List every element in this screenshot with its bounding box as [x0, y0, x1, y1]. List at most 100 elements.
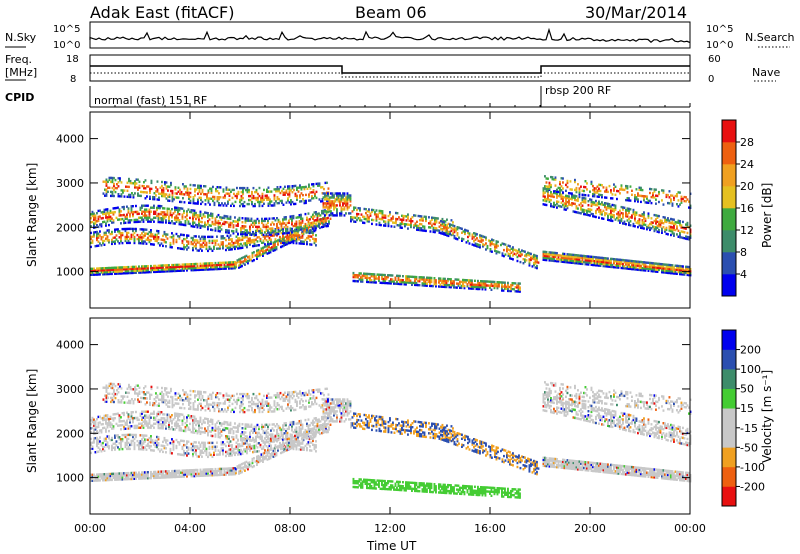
- power-cell: [390, 278, 392, 281]
- power-cell: [394, 278, 397, 281]
- power-cell: [120, 218, 122, 221]
- power-cell: [257, 192, 259, 196]
- power-cell: [634, 264, 636, 267]
- velocity-cell: [193, 470, 196, 474]
- power-cell: [584, 180, 587, 183]
- power-cell: [560, 205, 563, 208]
- power-cell: [408, 279, 410, 282]
- power-cell: [127, 269, 130, 273]
- power-cell: [547, 253, 549, 256]
- velocity-cell: [205, 468, 208, 471]
- power-cell: [577, 197, 579, 200]
- velocity-cell: [228, 467, 230, 470]
- power-cell: [405, 215, 408, 218]
- power-cell: [363, 272, 365, 275]
- power-cell: [300, 221, 302, 225]
- power-cell: [590, 180, 593, 184]
- power-cell: [145, 242, 148, 245]
- power-cell: [580, 262, 582, 265]
- power-cell: [204, 225, 206, 228]
- power-cell: [105, 270, 107, 274]
- power-cell: [565, 198, 567, 201]
- power-cell: [139, 271, 142, 274]
- power-cell: [640, 264, 642, 268]
- velocity-cell: [231, 471, 233, 474]
- power-cell: [339, 200, 341, 203]
- power-cell: [192, 221, 194, 224]
- power-cell: [139, 236, 142, 239]
- power-cell: [646, 201, 648, 204]
- power-cell: [204, 237, 206, 241]
- power-cell: [462, 278, 464, 282]
- power-cell: [584, 197, 587, 200]
- power-cell: [407, 223, 409, 226]
- power-cell: [556, 252, 558, 255]
- power-cell: [556, 200, 558, 203]
- power-cell: [568, 261, 570, 264]
- power-cell: [262, 223, 265, 227]
- velocity-cell: [174, 471, 176, 475]
- power-cell: [634, 217, 636, 220]
- power-cell: [471, 281, 473, 284]
- power-cell: [513, 282, 515, 285]
- power-cell: [458, 236, 460, 239]
- power-cell: [171, 189, 174, 193]
- power-cell: [109, 268, 112, 272]
- power-cell: [181, 263, 184, 266]
- power-cell: [132, 271, 134, 275]
- power-cell: [297, 228, 299, 231]
- power-cell: [486, 244, 489, 248]
- power-cell: [297, 236, 299, 239]
- velocity-cell: [284, 445, 287, 448]
- power-cell: [276, 202, 279, 205]
- power-cell: [598, 258, 600, 261]
- power-cell: [111, 194, 114, 198]
- velocity-cell: [118, 472, 121, 475]
- power-cell: [366, 280, 368, 284]
- power-cell: [249, 227, 251, 230]
- power-cell: [641, 267, 644, 270]
- power-cell: [156, 180, 159, 183]
- power-cell: [309, 239, 311, 242]
- power-cell: [222, 190, 225, 193]
- power-cell: [544, 197, 546, 200]
- power-cell: [167, 185, 169, 188]
- power-cell: [106, 212, 109, 215]
- power-cell: [304, 222, 307, 226]
- power-cell: [339, 198, 341, 201]
- power-cell: [90, 271, 92, 274]
- power-cell: [283, 241, 286, 245]
- power-cell: [100, 267, 103, 270]
- power-cell: [189, 222, 191, 226]
- power-cell: [263, 202, 265, 205]
- power-cell: [519, 288, 521, 291]
- velocity-cell: [147, 471, 149, 474]
- velocity-cell: [204, 474, 206, 477]
- power-cell: [117, 272, 119, 275]
- power-cell: [463, 278, 466, 282]
- power-cell: [343, 194, 346, 197]
- power-cell: [132, 267, 134, 271]
- velocity-cell: [114, 474, 116, 477]
- power-cell: [240, 202, 243, 206]
- power-cell: [571, 196, 573, 199]
- power-cell: [105, 208, 107, 211]
- power-cell: [464, 228, 466, 232]
- power-cell: [292, 241, 295, 245]
- power-cell: [291, 219, 293, 222]
- power-cell: [568, 253, 570, 256]
- power-cell: [218, 198, 220, 201]
- power-cell: [184, 223, 187, 227]
- power-cell: [120, 193, 123, 196]
- power-cell: [141, 236, 143, 239]
- power-cell: [438, 229, 441, 232]
- power-cell: [622, 266, 624, 270]
- velocity-cell: [100, 477, 103, 480]
- power-cell: [616, 264, 618, 267]
- power-cell: [97, 236, 100, 239]
- power-cell: [528, 254, 531, 257]
- power-cell: [352, 275, 355, 279]
- power-cell: [525, 253, 528, 256]
- power-cell: [670, 266, 672, 269]
- power-cell: [326, 181, 328, 184]
